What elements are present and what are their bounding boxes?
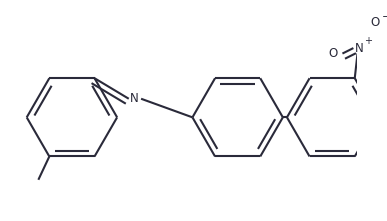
Text: N: N [130,92,139,105]
Text: −: − [382,11,387,22]
Text: +: + [365,36,372,46]
Text: O: O [328,47,337,60]
Text: N: N [354,42,363,55]
Text: O: O [371,15,380,29]
